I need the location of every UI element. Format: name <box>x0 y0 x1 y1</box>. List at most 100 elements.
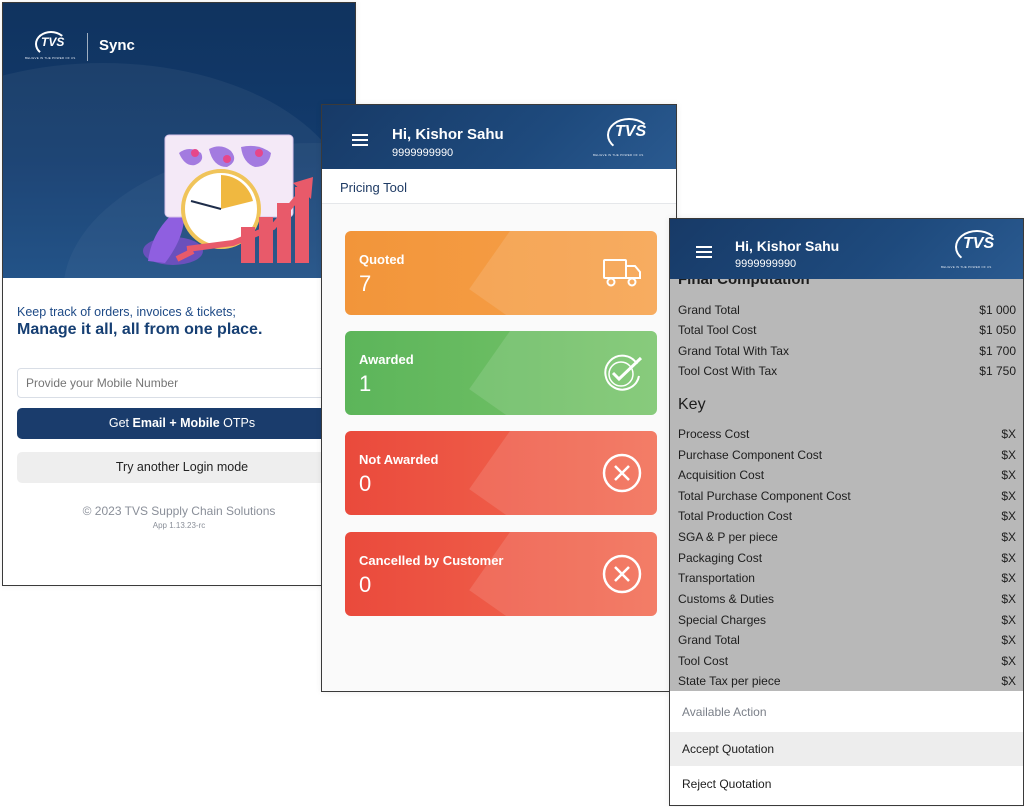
awarded-card[interactable]: Awarded 1 <box>345 331 657 415</box>
brand-logo-text: TVS <box>963 235 995 252</box>
mobile-number-input[interactable] <box>17 368 347 398</box>
key-row: State Tax per piece $X <box>678 674 1016 688</box>
alternate-login-button[interactable]: Try another Login mode <box>17 452 347 483</box>
card-count: 0 <box>359 471 372 496</box>
otp-button-plus: + <box>165 416 181 430</box>
app-header: Hi, Kishor Sahu 9999999990 TVS BELIEVE I… <box>322 105 676 169</box>
analytics-illustration-icon <box>143 134 313 265</box>
app-name: Sync <box>99 37 135 54</box>
row-value: $X <box>1001 530 1016 544</box>
quoted-card[interactable]: Quoted 7 <box>345 231 657 315</box>
row-label: State Tax per piece <box>678 674 781 688</box>
computation-row: Total Tool Cost $1 050 <box>678 323 1016 337</box>
row-value: $X <box>1001 509 1016 523</box>
accept-quotation-button[interactable]: Accept Quotation <box>670 732 1023 766</box>
hamburger-menu-icon[interactable] <box>352 134 368 149</box>
cancel-circle-icon <box>602 554 642 594</box>
key-row: Packaging Cost $X <box>678 551 1016 565</box>
row-value: $1 050 <box>979 323 1016 337</box>
check-badge-icon <box>604 354 643 391</box>
app-version-text: App 1.13.23-rc <box>152 521 206 530</box>
row-label: SGA & P per piece <box>678 530 778 544</box>
copyright-text: © 2023 TVS Supply Chain Solutions <box>82 504 276 518</box>
computation-row: Grand Total With Tax $1 700 <box>678 344 1016 358</box>
otp-button-prefix: Get <box>108 416 133 430</box>
card-label: Cancelled by Customer <box>359 553 504 568</box>
otp-button-mobile: Mobile <box>180 416 220 430</box>
row-value: $X <box>1001 654 1016 668</box>
key-heading: Key <box>678 396 706 413</box>
card-count: 7 <box>359 271 372 296</box>
key-row: Grand Total $X <box>678 633 1016 647</box>
otp-button-suffix: OTPs <box>219 416 256 430</box>
card-count: 0 <box>359 572 372 597</box>
row-value: $X <box>1001 489 1016 503</box>
truck-icon <box>603 259 641 287</box>
computation-row: Tool Cost With Tax $1 750 <box>678 364 1016 378</box>
actions-bottom-sheet: Available Action Accept Quotation Reject… <box>670 691 1023 805</box>
login-headline: Manage it all, all from one place. <box>17 321 263 338</box>
login-hero-banner: TVS BELIEVE IN THE POWER OF US Sync <box>3 3 355 278</box>
row-label: Customs & Duties <box>678 592 775 606</box>
row-label: Grand Total <box>678 633 740 647</box>
key-row: Special Charges $X <box>678 613 1016 627</box>
get-otp-button[interactable]: Get Email + Mobile OTPs <box>17 408 347 439</box>
row-label: Special Charges <box>678 613 767 627</box>
key-row: Process Cost $X <box>678 427 1016 441</box>
key-row: Transportation $X <box>678 571 1016 585</box>
row-label: Total Purchase Component Cost <box>678 489 851 503</box>
computation-row: Grand Total $1 000 <box>678 303 1016 317</box>
card-label: Not Awarded <box>359 452 439 467</box>
pricing-dashboard-screen: Hi, Kishor Sahu 9999999990 TVS BELIEVE I… <box>321 104 677 692</box>
row-value: $X <box>1001 674 1016 688</box>
row-label: Total Production Cost <box>678 509 793 523</box>
reject-quotation-button[interactable]: Reject Quotation <box>670 767 1023 801</box>
logo-divider <box>87 33 88 61</box>
card-count: 1 <box>359 371 372 396</box>
row-value: $1 750 <box>979 364 1016 378</box>
login-screen: TVS BELIEVE IN THE POWER OF US Sync Keep… <box>2 2 356 586</box>
brand-tagline: BELIEVE IN THE POWER OF US <box>25 56 76 60</box>
row-label: Acquisition Cost <box>678 468 765 482</box>
key-row: Purchase Component Cost $X <box>678 448 1016 462</box>
login-tagline: Keep track of orders, invoices & tickets… <box>17 305 236 319</box>
brand-logo-text: TVS <box>615 123 647 140</box>
brand-logo-text: TVS <box>41 35 65 49</box>
row-label: Grand Total <box>678 303 740 317</box>
section-title: Pricing Tool <box>340 180 407 195</box>
brand-tagline: BELIEVE IN THE POWER OF US <box>941 265 992 269</box>
tvs-logo-icon <box>607 118 651 152</box>
brand-tagline: BELIEVE IN THE POWER OF US <box>593 153 644 157</box>
not-awarded-card[interactable]: Not Awarded 0 <box>345 431 657 515</box>
key-row: Total Production Cost $X <box>678 509 1016 523</box>
row-label: Total Tool Cost <box>678 323 757 337</box>
key-row: Acquisition Cost $X <box>678 468 1016 482</box>
row-value: $X <box>1001 613 1016 627</box>
row-value: $1 700 <box>979 344 1016 358</box>
hamburger-menu-icon[interactable] <box>696 246 712 261</box>
card-label: Awarded <box>359 352 414 367</box>
final-computation-heading: Final Computation <box>678 279 810 288</box>
row-value: $X <box>1001 551 1016 565</box>
row-label: Tool Cost With Tax <box>678 364 778 378</box>
row-value: $X <box>1001 633 1016 647</box>
key-row: Total Purchase Component Cost $X <box>678 489 1016 503</box>
row-value: $X <box>1001 448 1016 462</box>
cancelled-card[interactable]: Cancelled by Customer 0 <box>345 532 657 616</box>
key-row: Customs & Duties $X <box>678 592 1016 606</box>
row-label: Packaging Cost <box>678 551 763 565</box>
greeting-text: Hi, Kishor Sahu <box>735 238 840 254</box>
key-row: Tool Cost $X <box>678 654 1016 668</box>
tvs-logo-icon <box>35 31 67 57</box>
user-phone: 9999999990 <box>735 258 797 270</box>
row-value: $1 000 <box>979 303 1016 317</box>
app-header: Hi, Kishor Sahu 9999999990 TVS BELIEVE I… <box>670 219 1023 279</box>
user-phone: 9999999990 <box>392 147 454 159</box>
row-label: Tool Cost <box>678 654 729 668</box>
otp-button-email: Email <box>132 416 166 430</box>
row-value: $X <box>1001 427 1016 441</box>
cancel-circle-icon <box>602 453 642 493</box>
greeting-text: Hi, Kishor Sahu <box>392 126 504 143</box>
actions-header: Available Action <box>682 705 767 719</box>
row-label: Grand Total With Tax <box>678 344 789 358</box>
